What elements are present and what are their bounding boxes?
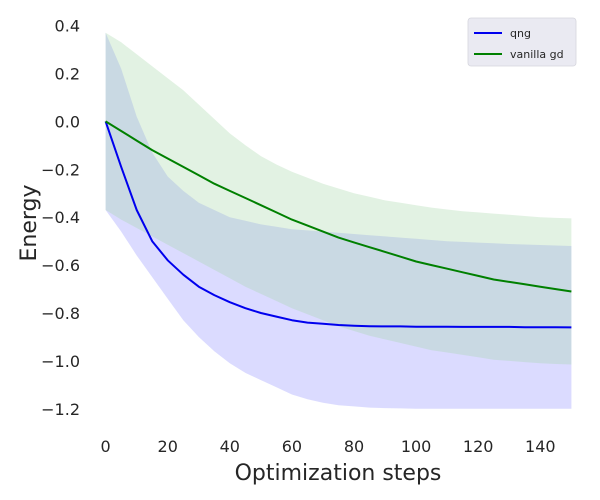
qng-band [105,32,572,409]
qng-line [104,121,572,329]
x-tick-label: 100 [401,437,432,456]
legend: qng vanilla gd [467,17,577,67]
x-axis-label: Optimization steps [235,461,442,486]
y-tick-label: 0.4 [55,17,80,36]
y-tick-label: −1.2 [41,400,80,419]
y-tick-label: −0.2 [41,160,80,179]
x-tick-label: 0 [101,437,111,456]
y-axis-label: Energy [17,184,42,261]
y-tick-label: −0.6 [41,256,80,275]
x-tick-label: 40 [220,437,240,456]
vanilla-gd-band [105,32,572,365]
y-axis-ticks: 0.4 0.2 0.0 −0.2 −0.4 −0.6 −0.8 −1.0 −1.2 [41,17,80,419]
y-tick-label: 0.0 [55,112,80,131]
legend-qng-label: qng [510,27,531,40]
x-tick-label: 140 [525,437,556,456]
x-tick-label: 60 [282,437,302,456]
x-tick-label: 20 [158,437,178,456]
y-tick-label: −0.8 [41,304,80,323]
y-tick-label: −0.4 [41,208,80,227]
vanilla-gd-line [105,120,572,293]
y-tick-label: 0.2 [55,65,80,84]
legend-vanilla-gd-label: vanilla gd [510,48,564,61]
x-tick-label: 80 [344,437,364,456]
y-tick-label: −1.0 [41,352,80,371]
x-axis-ticks: 0 20 40 60 80 100 120 140 [101,437,556,456]
confidence-bands [105,32,572,409]
series-lines [104,120,572,329]
x-tick-label: 120 [463,437,494,456]
